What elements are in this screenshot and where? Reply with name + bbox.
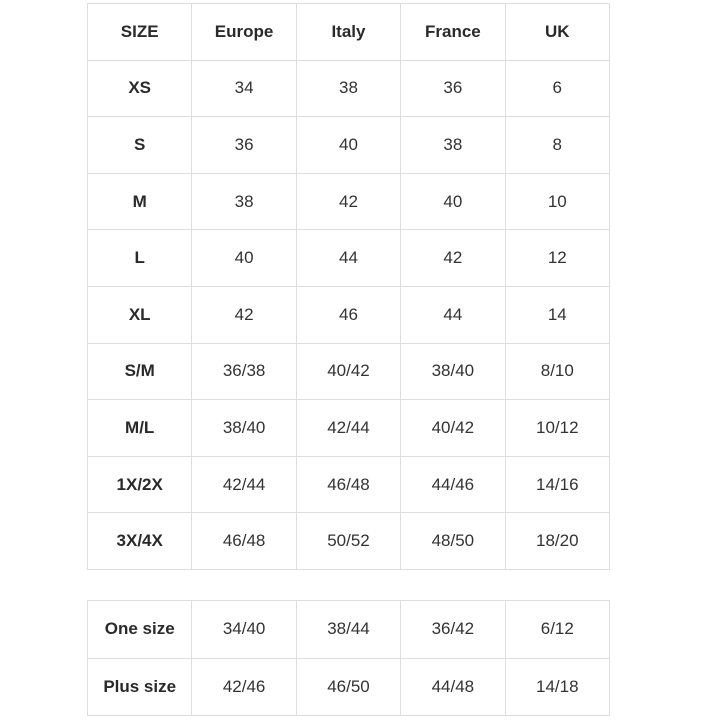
row-label: S — [86, 116, 193, 174]
table-cell: 46 — [295, 285, 402, 344]
row-label: M/L — [86, 399, 193, 457]
table-row: 3X/4X 46/48 50/52 48/50 18/20 — [86, 512, 611, 570]
table-cell: 14/18 — [504, 657, 611, 716]
table-cell: 6/12 — [504, 600, 611, 659]
table-cell: 36/42 — [400, 600, 506, 659]
table-cell: 38/44 — [295, 600, 402, 659]
row-label: M — [86, 172, 193, 231]
header-cell: Italy — [295, 3, 402, 61]
table-row: Plus size 42/46 46/50 44/48 14/18 — [86, 657, 611, 716]
table-cell: 40 — [295, 116, 402, 174]
table-cell: 44 — [295, 229, 402, 287]
table-cell: 48/50 — [400, 512, 506, 570]
table-cell: 40 — [191, 229, 297, 287]
size-table: SIZE Europe Italy France UK XS 34 38 36 6 S 36 40 38 8… — [86, 3, 611, 570]
table-cell: 42/44 — [295, 399, 402, 457]
table-cell: 6 — [504, 59, 611, 118]
table-cell: 14 — [504, 285, 611, 344]
table-cell: 38 — [400, 116, 506, 174]
table-cell: 38/40 — [191, 399, 297, 457]
table-cell: 14/16 — [504, 455, 611, 514]
header-cell: UK — [504, 3, 611, 61]
table-cell: 46/48 — [295, 455, 402, 514]
table-cell: 44/48 — [400, 657, 506, 716]
table-cell: 40/42 — [400, 399, 506, 457]
header-cell: France — [400, 3, 506, 61]
table-row: S 36 40 38 8 — [86, 116, 611, 174]
table-cell: 44/46 — [400, 455, 506, 514]
table-cell: 36 — [191, 116, 297, 174]
table-row: S/M 36/38 40/42 38/40 8/10 — [86, 342, 611, 401]
table-cell: 8/10 — [504, 342, 611, 401]
table-cell: 38 — [295, 59, 402, 118]
table-cell: 18/20 — [504, 512, 611, 570]
row-label: 1X/2X — [86, 455, 193, 514]
table-cell: 8 — [504, 116, 611, 174]
table-cell: 42 — [400, 229, 506, 287]
table-row: M 38 42 40 10 — [86, 172, 611, 231]
table-row: One size 34/40 38/44 36/42 6/12 — [86, 600, 611, 659]
table-cell: 10 — [504, 172, 611, 231]
table-row: SIZE Europe Italy France UK — [86, 3, 611, 61]
row-label: 3X/4X — [86, 512, 193, 570]
table-row: L 40 44 42 12 — [86, 229, 611, 287]
header-cell: SIZE — [86, 3, 193, 61]
table-cell: 38/40 — [400, 342, 506, 401]
table-cell: 34/40 — [191, 600, 297, 659]
table-cell: 46/50 — [295, 657, 402, 716]
row-label: XS — [86, 59, 193, 118]
table-cell: 46/48 — [191, 512, 297, 570]
row-label: Plus size — [86, 657, 193, 716]
table-cell: 36/38 — [191, 342, 297, 401]
table-cell: 42 — [295, 172, 402, 231]
table-cell: 12 — [504, 229, 611, 287]
row-label: XL — [86, 285, 193, 344]
row-label: S/M — [86, 342, 193, 401]
extra-size-table: One size 34/40 38/44 36/42 6/12 Plus size 42/4… — [86, 600, 611, 716]
table-cell: 36 — [400, 59, 506, 118]
table-cell: 42 — [191, 285, 297, 344]
table-cell: 40/42 — [295, 342, 402, 401]
table-cell: 42/44 — [191, 455, 297, 514]
table-row: XL 42 46 44 14 — [86, 285, 611, 344]
table-cell: 44 — [400, 285, 506, 344]
table-cell: 40 — [400, 172, 506, 231]
table-row: XS 34 38 36 6 — [86, 59, 611, 118]
table-cell: 34 — [191, 59, 297, 118]
row-label: L — [86, 229, 193, 287]
header-cell: Europe — [191, 3, 297, 61]
table-cell: 50/52 — [295, 512, 402, 570]
table-cell: 42/46 — [191, 657, 297, 716]
table-cell: 38 — [191, 172, 297, 231]
table-row: M/L 38/40 42/44 40/42 10/12 — [86, 399, 611, 457]
row-label: One size — [86, 600, 193, 659]
table-row: 1X/2X 42/44 46/48 44/46 14/16 — [86, 455, 611, 514]
table-cell: 10/12 — [504, 399, 611, 457]
